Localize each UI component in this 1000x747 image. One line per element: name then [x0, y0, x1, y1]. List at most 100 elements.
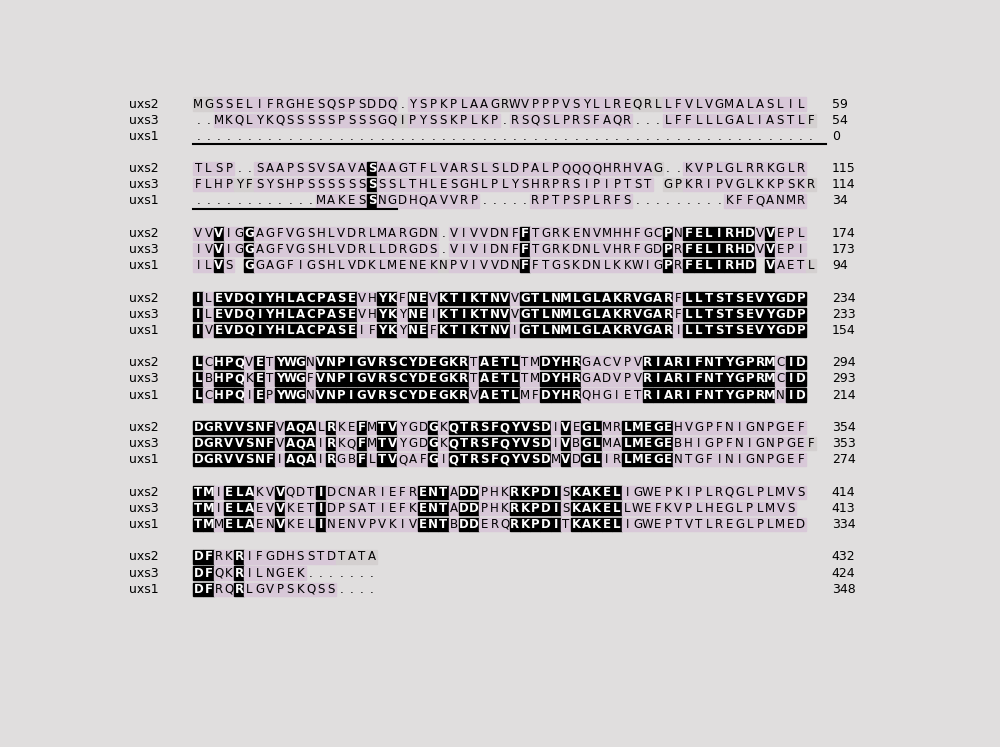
Bar: [745, 243, 755, 256]
Bar: [265, 372, 275, 385]
Text: D: D: [541, 437, 550, 450]
Text: E: E: [256, 388, 264, 402]
Text: V: V: [276, 437, 284, 450]
Text: L: L: [195, 388, 202, 402]
Text: I: I: [687, 486, 690, 499]
Text: K: K: [450, 114, 457, 127]
Bar: [612, 388, 622, 402]
Text: D: D: [490, 243, 499, 256]
Text: V: V: [439, 194, 447, 208]
Text: V: V: [603, 243, 611, 256]
Bar: [775, 114, 786, 127]
Bar: [622, 356, 632, 370]
Bar: [336, 518, 346, 531]
Bar: [295, 551, 306, 563]
Bar: [214, 323, 224, 337]
Bar: [673, 323, 683, 337]
Bar: [745, 291, 755, 305]
Text: S: S: [634, 179, 641, 191]
Text: uxs3: uxs3: [129, 308, 158, 320]
Bar: [755, 114, 765, 127]
Bar: [745, 437, 755, 450]
Text: T: T: [307, 486, 314, 499]
Text: R: R: [469, 453, 479, 466]
Text: .: .: [278, 194, 282, 208]
Bar: [520, 308, 530, 321]
Bar: [459, 486, 469, 499]
Text: K: K: [440, 437, 447, 450]
Bar: [203, 97, 214, 111]
Text: P: P: [337, 356, 346, 369]
Text: K: K: [440, 421, 447, 434]
Text: R: R: [469, 421, 479, 434]
Bar: [459, 259, 469, 272]
Bar: [295, 486, 306, 499]
Bar: [326, 114, 336, 127]
Bar: [489, 356, 500, 370]
Bar: [683, 323, 694, 337]
Bar: [591, 243, 602, 256]
Text: L: L: [593, 437, 600, 450]
Text: L: L: [798, 114, 804, 127]
Bar: [775, 421, 786, 434]
Text: F: F: [512, 227, 518, 240]
Text: S: S: [430, 243, 437, 256]
Text: E: E: [225, 518, 233, 531]
Bar: [306, 243, 316, 256]
Bar: [520, 486, 530, 499]
Bar: [418, 323, 428, 337]
Bar: [367, 179, 377, 191]
Bar: [612, 437, 622, 450]
Bar: [244, 388, 254, 402]
Bar: [520, 243, 530, 256]
Text: E: E: [603, 518, 611, 531]
Bar: [571, 259, 581, 272]
Bar: [540, 243, 551, 256]
Text: .: .: [493, 130, 496, 143]
Text: E: E: [215, 324, 223, 337]
Bar: [459, 291, 469, 305]
Bar: [346, 372, 357, 385]
Bar: [796, 179, 806, 191]
Bar: [796, 421, 806, 434]
Bar: [367, 194, 377, 208]
Text: .: .: [482, 194, 486, 208]
Text: .: .: [380, 130, 384, 143]
Bar: [775, 453, 786, 466]
Text: .: .: [646, 194, 650, 208]
Text: V: V: [286, 243, 294, 256]
Text: F: F: [798, 421, 804, 434]
Text: S: S: [378, 179, 386, 191]
Text: Q: Q: [286, 486, 295, 499]
Text: S: S: [562, 486, 570, 499]
Bar: [561, 227, 571, 240]
Text: E: E: [256, 502, 263, 515]
Text: uxs1: uxs1: [129, 324, 158, 337]
Bar: [367, 356, 377, 370]
Text: W: W: [284, 388, 297, 402]
Bar: [663, 486, 673, 499]
Text: R: R: [459, 356, 468, 369]
Bar: [673, 291, 683, 305]
Text: Y: Y: [766, 308, 774, 320]
Text: M: M: [367, 421, 377, 434]
Bar: [346, 179, 357, 191]
Bar: [571, 372, 581, 385]
Bar: [489, 323, 500, 337]
Bar: [438, 97, 449, 111]
Bar: [581, 421, 591, 434]
Bar: [571, 114, 581, 127]
Bar: [734, 97, 745, 111]
Text: A: A: [256, 243, 264, 256]
Bar: [387, 114, 397, 127]
Bar: [326, 227, 336, 240]
Text: A: A: [337, 162, 345, 176]
Text: T: T: [725, 291, 733, 305]
Text: K: K: [469, 324, 479, 337]
Bar: [275, 486, 285, 499]
Bar: [459, 243, 469, 256]
Text: H: H: [735, 259, 745, 272]
Bar: [530, 243, 540, 256]
Text: G: G: [653, 453, 663, 466]
Text: 414: 414: [832, 486, 855, 499]
